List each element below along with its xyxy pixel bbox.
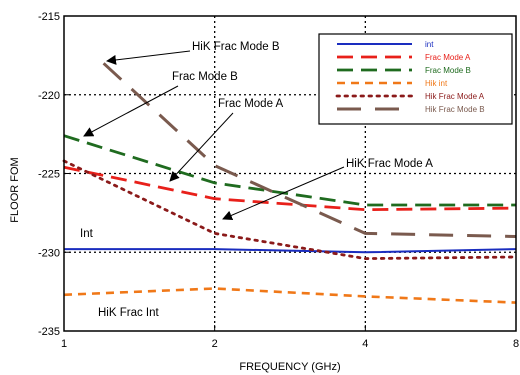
legend-label: Frac Mode A [425, 53, 471, 62]
arrow-frac-mode-a [169, 112, 234, 182]
annotations: HiK Frac Mode B Frac Mode B Frac Mode A … [80, 41, 433, 319]
x-tick-label: 8 [513, 338, 519, 350]
annotation-int: Int [80, 228, 94, 240]
arrow-frac-mode-b [83, 85, 179, 137]
y-tick-label: -220 [38, 90, 60, 102]
series-line-hik-int [63, 287, 517, 304]
y-tick-label: -225 [38, 169, 60, 181]
x-tick-label: 2 [212, 338, 218, 350]
x-tick-label: 4 [362, 338, 368, 350]
legend: int Frac Mode A Frac Mode B Hik int Hik Frac… [318, 33, 513, 125]
legend-label: Hik Frac Mode B [425, 105, 485, 114]
y-tick-label: -215 [38, 11, 60, 23]
annotation-frac-mode-a: Frac Mode A [218, 98, 284, 110]
legend-label: Frac Mode B [425, 66, 471, 75]
series-line-hik-frac-mode-a [62, 159, 518, 261]
annotation-hik-frac-mode-a: HiK Frac Mode A [346, 158, 433, 170]
y-tick-label: -235 [38, 326, 60, 338]
x-axis-title: FREQUENCY (GHz) [239, 361, 340, 373]
annotation-hik-frac-mode-b: HiK Frac Mode B [192, 41, 280, 53]
series-line-frac-mode-b [63, 134, 516, 207]
annotation-hik-frac-int: HiK Frac Int [98, 307, 160, 319]
legend-label: int [425, 40, 434, 49]
axis-ticks: 1 2 4 8 -235 -230 -225 -220 -215 [38, 11, 519, 350]
series-line-frac-mode-a [63, 165, 517, 212]
series-line-int [64, 248, 517, 254]
legend-label: Hik int [425, 79, 448, 88]
arrow-hik-frac-mode-b [106, 50, 191, 65]
y-tick-label: -230 [38, 247, 60, 259]
arrow-hik-frac-mode-a [222, 166, 345, 221]
legend-label: Hik Frac Mode A [425, 92, 485, 101]
annotation-frac-mode-b: Frac Mode B [172, 71, 238, 83]
y-axis-title: FLOOR FOM [9, 157, 21, 222]
series-lines [62, 62, 518, 304]
series-line-hik-frac-mode-b [102, 62, 517, 238]
x-tick-label: 1 [61, 338, 67, 350]
